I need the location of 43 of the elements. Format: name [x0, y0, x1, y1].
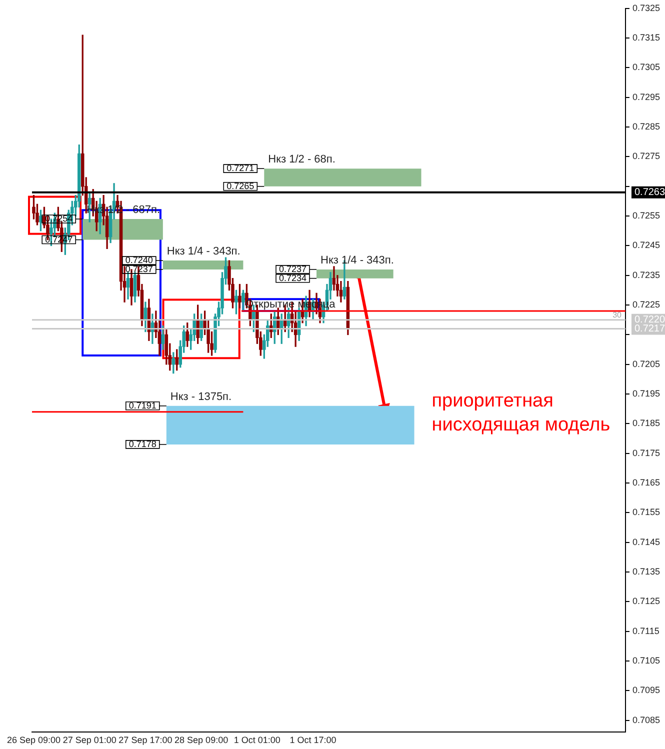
x-tick-label: 1 Oct 17:00: [290, 735, 336, 746]
x-tick-label: 27 Sep 17:00: [118, 735, 172, 746]
y-tick-label: 0.7195: [632, 388, 660, 399]
y-tick-label: 0.7305: [632, 62, 660, 72]
annotation: 0.7178: [128, 438, 156, 449]
annotation: 30: [612, 310, 622, 320]
annotation: 0.7271: [226, 163, 254, 174]
band-label: Нкз 1/4 - 343п.: [166, 246, 240, 258]
y-tick-label: 0.7145: [632, 536, 660, 547]
y-tick-label: 0.7315: [632, 32, 660, 43]
band-label: Нкз - 1375п.: [170, 390, 232, 403]
annotation: 0.7237: [278, 264, 307, 274]
annotation: 0.7191: [128, 400, 156, 410]
y-tick-label: 0.7225: [632, 300, 660, 310]
y-tick-label: 0.7285: [632, 122, 660, 132]
y-tick-label: 0.7235: [632, 270, 660, 280]
y-tick-label: 0.7115: [632, 626, 660, 636]
y-tick-label: 0.7205: [632, 358, 660, 369]
ref-line-label: 0.7263: [634, 187, 665, 198]
y-tick-label: 0.7275: [632, 151, 660, 162]
y-tick-label: 0.7295: [632, 92, 660, 102]
y-tick-label: 0.7155: [632, 507, 660, 518]
y-tick-label: 0.7175: [632, 448, 660, 458]
y-tick-label: 0.7105: [632, 655, 660, 666]
annotation: приоритетная нисходящая модель: [432, 390, 610, 436]
y-tick-label: 0.7255: [632, 210, 660, 221]
y-tick-label: 0.7125: [632, 596, 660, 606]
y-tick-label: 0.7185: [632, 418, 660, 428]
band-label: Нкз 1/4 - 343п.: [320, 254, 394, 266]
y-tick-label: 0.7325: [632, 2, 660, 13]
annotation: 0.7265: [226, 180, 254, 191]
band-label: Нкз 1/2 - 68п.: [268, 154, 336, 166]
x-tick-label: 1 Oct 01:00: [234, 735, 280, 746]
annotation: 0.7234: [278, 272, 307, 283]
y-tick-label: 0.7165: [632, 478, 660, 488]
x-tick-label: 26 Sep 09:00: [6, 735, 61, 746]
annotation: 0.7240: [125, 255, 153, 266]
x-tick-label: 27 Sep 01:00: [62, 735, 116, 746]
y-tick-label: 0.7095: [632, 685, 660, 696]
y-tick-label: 0.7245: [632, 240, 660, 250]
y-tick-label: 0.7085: [632, 714, 660, 725]
x-tick-label: 28 Sep 09:00: [174, 735, 228, 746]
y-tick-label: 0.7135: [632, 566, 660, 576]
